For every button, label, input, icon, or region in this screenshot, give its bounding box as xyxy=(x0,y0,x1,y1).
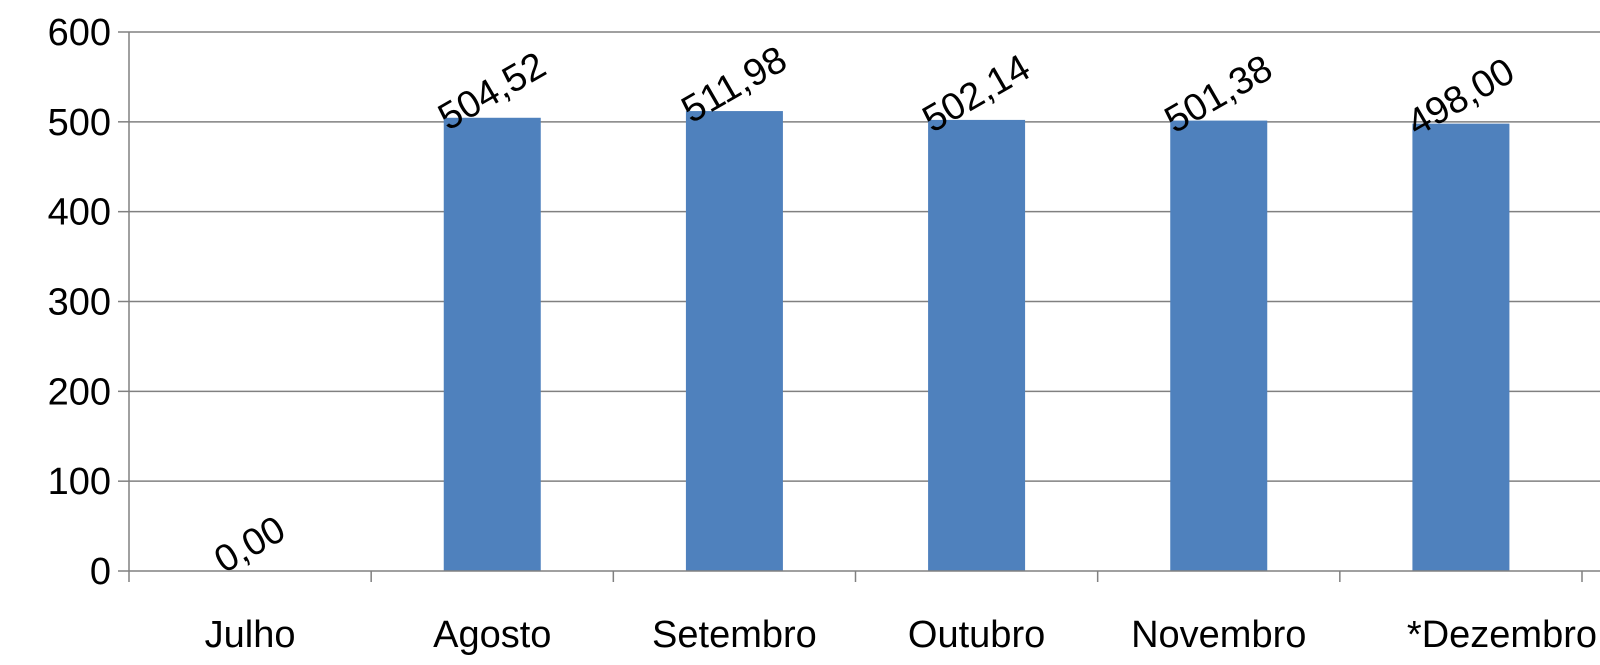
x-tick-label: Setembro xyxy=(652,614,817,656)
bar-outubro xyxy=(928,119,1026,572)
y-tick-label: 300 xyxy=(48,282,111,324)
x-tick-label: *Dezembro xyxy=(1407,614,1597,656)
y-tick-label: 500 xyxy=(48,102,111,144)
y-tick-label: 0 xyxy=(90,551,111,593)
axes xyxy=(118,31,1600,582)
y-tick-label: 200 xyxy=(48,371,111,413)
x-tick-labels: Julho Agosto Setembro Outubro Novembro *Dezem… xyxy=(205,614,1597,656)
y-tick-labels: 0 100 200 300 400 500 600 xyxy=(48,12,111,593)
y-tick-label: 100 xyxy=(48,461,111,503)
bar-dezembro xyxy=(1412,123,1510,571)
gridlines xyxy=(129,31,1600,482)
bar-novembro xyxy=(1170,120,1268,572)
x-tick-label: Julho xyxy=(205,614,296,656)
bars xyxy=(443,111,1510,572)
y-tick-label: 600 xyxy=(48,12,111,54)
x-tick-label: Outubro xyxy=(908,614,1045,656)
x-tick-label: Agosto xyxy=(433,614,551,656)
bar-agosto xyxy=(443,117,541,572)
bar-setembro xyxy=(685,111,783,572)
y-tick-label: 400 xyxy=(48,192,111,234)
x-tick-label: Novembro xyxy=(1131,614,1306,656)
